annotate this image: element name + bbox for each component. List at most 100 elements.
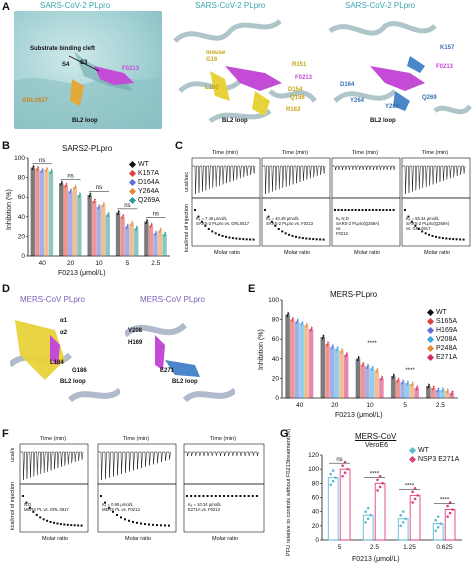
bar xyxy=(162,234,167,257)
data-point xyxy=(441,390,443,393)
itc-data-point xyxy=(334,209,336,211)
data-point xyxy=(150,224,153,227)
data-point xyxy=(309,330,312,332)
itc-data-point xyxy=(128,519,130,522)
data-point xyxy=(340,351,343,354)
bar xyxy=(339,468,351,541)
label-l184: L184 xyxy=(50,360,64,366)
mers-structure-image-2 xyxy=(125,305,235,405)
y-tick-label: 0 xyxy=(315,537,319,544)
significance-label: ns xyxy=(336,457,342,463)
bar xyxy=(374,370,379,399)
bar xyxy=(327,477,339,541)
data-point xyxy=(335,349,338,352)
data-point xyxy=(292,317,294,319)
legend-label: WT xyxy=(138,161,149,168)
data-point xyxy=(346,467,349,471)
x-tick-label: 20 xyxy=(67,260,75,267)
data-point xyxy=(32,165,35,168)
cartoon-structure-image-1 xyxy=(170,11,318,129)
data-point xyxy=(107,214,109,216)
data-point xyxy=(451,392,453,394)
itc-data-point xyxy=(247,495,250,497)
data-point xyxy=(64,186,67,188)
data-point xyxy=(69,191,71,194)
legend-label: Y264A xyxy=(138,188,160,195)
y-tick-label: 100 xyxy=(14,155,25,162)
bar xyxy=(374,482,386,541)
bar xyxy=(115,212,121,257)
itc-data-point xyxy=(378,209,381,211)
itc-data-point xyxy=(164,524,166,527)
itc-data-point xyxy=(431,234,434,237)
bar xyxy=(77,195,82,257)
y-tick-label: 40 xyxy=(312,509,320,516)
data-point xyxy=(36,167,39,170)
data-point xyxy=(364,510,368,513)
itc-data-point xyxy=(375,209,378,211)
panel-b-xlabel: F0213 (μmol/L) xyxy=(58,270,106,277)
itc-data-point xyxy=(194,495,197,497)
data-point xyxy=(367,364,370,366)
data-point xyxy=(411,490,414,494)
bar xyxy=(409,494,421,541)
itc-data-point xyxy=(242,238,245,241)
data-point xyxy=(60,184,62,186)
panel-g-ylabel: PFU relative to controls without F0213tr… xyxy=(286,428,292,556)
panel-a1-title: SARS-CoV-2 PLpro xyxy=(40,1,111,10)
data-point xyxy=(331,347,333,350)
panel-letter-f: F xyxy=(2,428,9,440)
bar xyxy=(35,168,40,257)
bar xyxy=(329,346,335,399)
itc-data-point xyxy=(404,209,406,211)
legend-swatch xyxy=(128,178,137,187)
data-point xyxy=(155,232,157,235)
data-point xyxy=(61,181,63,183)
data-point xyxy=(296,320,299,323)
itc-data-point xyxy=(305,237,308,240)
legend-item: D164A xyxy=(128,178,160,187)
itc-data-point xyxy=(351,209,354,211)
data-point xyxy=(439,522,443,526)
itc-kd-note: Kₑ = 40.48 μmol/L SARS-2 PLpro vs. F0213 xyxy=(266,216,314,226)
panel-letter-d: D xyxy=(2,283,10,295)
itc-molar-ratio-label: Molar ratio xyxy=(212,536,238,542)
legend-swatch xyxy=(408,455,417,464)
itc-data-point xyxy=(144,523,146,526)
data-point xyxy=(376,489,379,492)
bar xyxy=(148,225,154,257)
data-point xyxy=(74,185,77,187)
itc-raw-frame xyxy=(191,157,261,199)
itc-raw-frame xyxy=(19,443,89,485)
label-y264: Y264 xyxy=(350,98,365,104)
data-point xyxy=(31,168,34,171)
panel-a3-title: SARS-CoV-2 PLpro xyxy=(345,1,416,10)
panel-letter-b: B xyxy=(2,140,10,152)
itc-data-point xyxy=(227,495,230,497)
bar xyxy=(400,382,405,399)
panel-e-title: MERS-PLpro xyxy=(330,290,378,299)
itc-data-point xyxy=(441,237,444,240)
data-point xyxy=(332,344,334,347)
label-bl2-loop-d2: BL2 loop xyxy=(172,379,198,385)
data-point xyxy=(78,195,80,198)
data-point xyxy=(65,184,67,187)
data-point xyxy=(376,368,379,370)
bar xyxy=(101,204,106,257)
data-point xyxy=(151,223,153,225)
itc-data-point xyxy=(160,524,162,527)
label-d164: D164 xyxy=(340,82,355,88)
x-tick-label: 2.5 xyxy=(436,402,445,409)
surface-structure-image xyxy=(14,11,162,129)
data-point xyxy=(126,227,128,229)
data-point xyxy=(107,212,110,215)
panel-e-xlabel: F0213 (μmol/L) xyxy=(335,412,383,419)
itc-data-point xyxy=(281,230,284,233)
label-f0213-c: F0213 xyxy=(436,64,454,70)
legend-label: V208A xyxy=(436,336,458,343)
data-point xyxy=(164,232,167,234)
panel-c-ylabel: kcal/mol of injection xyxy=(184,204,190,252)
data-point xyxy=(93,201,95,204)
itc-data-point xyxy=(322,238,325,241)
data-point xyxy=(130,224,133,226)
